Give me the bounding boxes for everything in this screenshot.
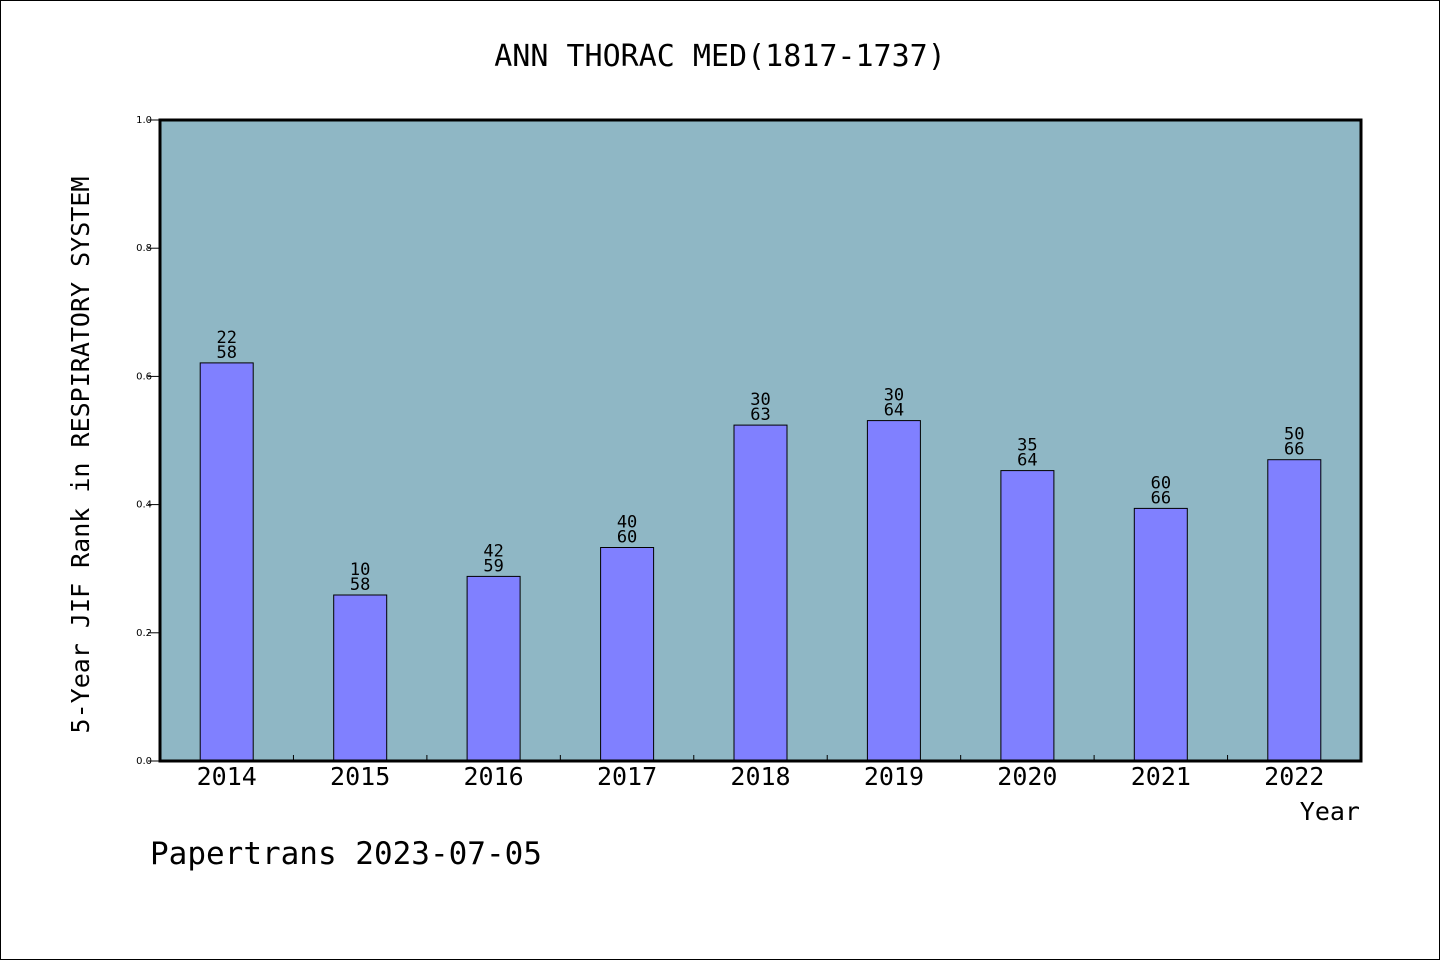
- y-tick-label-0.0: 0.0: [136, 756, 152, 767]
- y-tick-label-0.8: 0.8: [136, 243, 152, 254]
- bars-group: [199, 362, 1322, 762]
- x-tick-label-2015: 2015: [330, 762, 390, 791]
- bar-label-total-2019: 64: [884, 401, 904, 421]
- bar-2017: [600, 547, 655, 762]
- x-tick-label-2017: 2017: [597, 762, 657, 791]
- bar-label-total-2014: 58: [216, 343, 236, 363]
- bar-label-rank-2018: 30: [750, 390, 770, 410]
- x-tick-label-2018: 2018: [730, 762, 790, 791]
- bar-2020: [1000, 470, 1055, 762]
- bar-label-total-2015: 58: [350, 575, 370, 595]
- bar-label-rank-2015: 10: [350, 560, 370, 580]
- bar-label-rank-2022: 50: [1284, 425, 1304, 445]
- bar-label-rank-2016: 42: [483, 541, 503, 561]
- y-axis-label: 5-Year JIF Rank in RESPIRATORY SYSTEM: [66, 177, 95, 734]
- bar-2015: [333, 594, 388, 762]
- bar-label-rank-2021: 60: [1151, 473, 1171, 493]
- bar-2019: [866, 420, 921, 762]
- bar-2016: [466, 575, 521, 762]
- bar-label-rank-2014: 22: [216, 328, 236, 348]
- x-tick-label-2019: 2019: [864, 762, 924, 791]
- bar-label-total-2018: 63: [750, 405, 770, 425]
- x-axis: 2014 2015 2016 2017 2018 2019 2020 2021 2022: [197, 755, 1324, 791]
- bar-2018: [733, 424, 788, 762]
- y-axis: 0.0 0.2 0.4 0.6 0.8 1.0: [136, 115, 160, 767]
- y-tick-label-1.0: 1.0: [136, 115, 152, 126]
- bar-label-rank-2020: 35: [1017, 436, 1037, 456]
- bar-label-total-2020: 64: [1017, 451, 1037, 471]
- x-tick-label-2021: 2021: [1131, 762, 1191, 791]
- chart-title: ANN THORAC MED(1817-1737): [494, 39, 946, 74]
- bar-label-total-2021: 66: [1151, 488, 1171, 508]
- bar-2021: [1133, 507, 1188, 762]
- x-tick-label-2016: 2016: [464, 762, 524, 791]
- footer-source: Papertrans 2023-07-05: [150, 836, 542, 872]
- bar-label-total-2022: 66: [1284, 440, 1304, 460]
- y-tick-label-0.6: 0.6: [136, 371, 152, 382]
- bar-label-total-2016: 59: [483, 556, 503, 576]
- bar-label-rank-2017: 40: [617, 513, 637, 533]
- bar-label-rank-2019: 30: [884, 386, 904, 406]
- y-tick-label-0.2: 0.2: [136, 628, 152, 639]
- x-tick-label-2014: 2014: [197, 762, 257, 791]
- x-tick-label-2022: 2022: [1264, 762, 1324, 791]
- plot-border: [158, 118, 1363, 763]
- y-tick-label-0.4: 0.4: [136, 500, 152, 511]
- bar-label-total-2017: 60: [617, 528, 637, 548]
- x-tick-label-2020: 2020: [997, 762, 1057, 791]
- x-axis-label: Year: [1300, 797, 1360, 826]
- bar-2022: [1267, 459, 1322, 762]
- bar-2014: [199, 362, 254, 762]
